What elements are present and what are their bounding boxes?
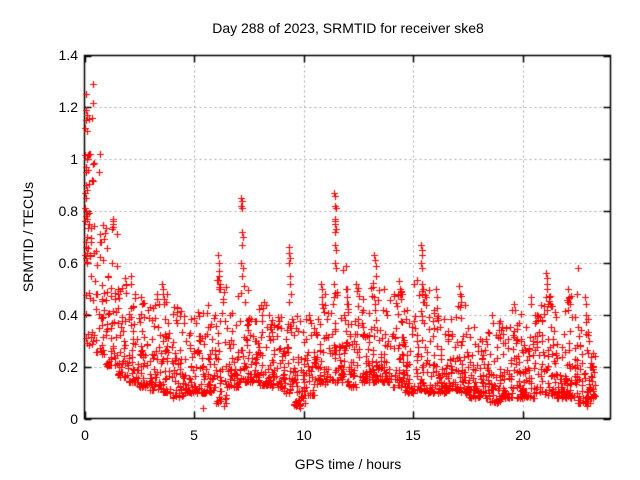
y-tick-label-0-6: 0.6	[58, 255, 78, 271]
x-tick-label-10: 10	[296, 427, 312, 443]
y-tick-label-0: 0	[70, 411, 78, 427]
y-tick-label-1: 1	[70, 151, 78, 167]
x-tick-label-5: 5	[190, 427, 198, 443]
x-tick-label-20: 20	[515, 427, 531, 443]
x-tick-label-15: 15	[405, 427, 421, 443]
y-tick-label-0-2: 0.2	[58, 359, 78, 375]
x-tick-label-0: 0	[81, 427, 89, 443]
y-tick-label-1-4: 1.4	[58, 47, 78, 63]
y-tick-label-0-8: 0.8	[58, 203, 78, 219]
y-tick-label-0-4: 0.4	[58, 307, 78, 323]
x-axis-label: GPS time / hours	[294, 456, 402, 472]
y-axis-label: SRMTID / TECUs	[20, 181, 36, 293]
chart-title: Day 288 of 2023, SRMTID for receiver ske…	[212, 20, 484, 36]
y-tick-label-1-2: 1.2	[58, 99, 78, 115]
